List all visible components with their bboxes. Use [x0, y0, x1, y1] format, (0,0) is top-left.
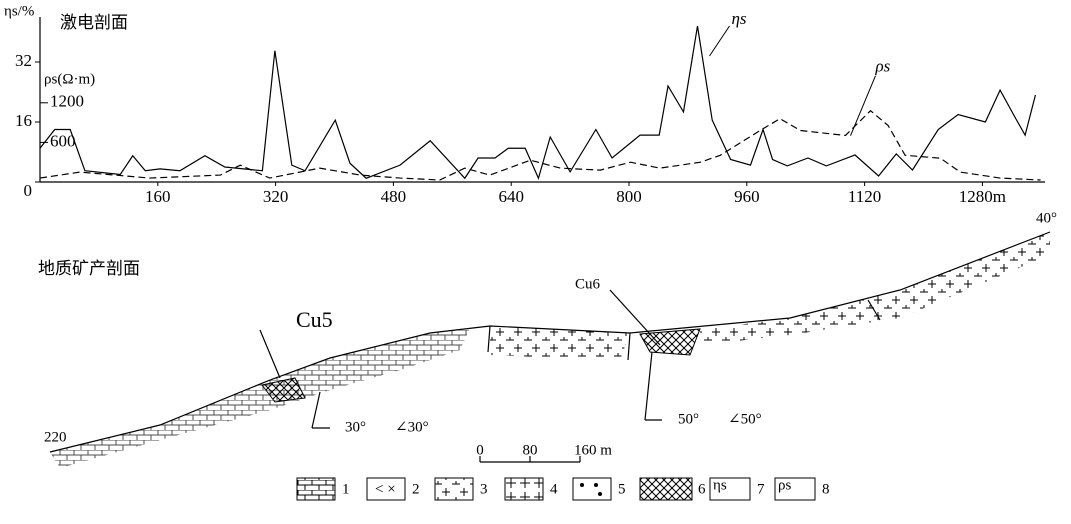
y-tick-label: 16 [15, 111, 32, 130]
geologic-section: 地质矿产剖面 Cu5 Cu6 30° ∠30° 50° ∠50° 220 40°… [38, 210, 1057, 500]
series-label: ηs [731, 9, 746, 28]
scale-label: 160 m [574, 442, 612, 458]
legend: 1 < × 2 3 4 5 6 ηs 7 ρs 8 [297, 477, 830, 500]
dip-label: ∠30° [395, 419, 429, 435]
series-leader [709, 26, 729, 56]
x-tick-label: 800 [616, 187, 642, 206]
y2-tick-label: 1200 [50, 92, 84, 111]
legend-symbol: ηs [713, 477, 727, 493]
scale-label: 0 [476, 442, 484, 458]
x-tick-label: 480 [381, 187, 407, 206]
x-tick-label: 160 [145, 187, 171, 206]
section-title: 地质矿产剖面 [38, 259, 140, 278]
legend-label: 2 [412, 481, 420, 497]
legend-label: 8 [822, 481, 830, 497]
dip-label: ∠50° [728, 411, 762, 427]
x-tick-label: 1120 [848, 187, 881, 206]
scale-label: 80 [523, 442, 538, 458]
x-tick-label: 640 [498, 187, 524, 206]
figure: 激电剖面 ηs/% ρs(Ω·m) 0163260012001603204806… [0, 0, 1071, 524]
ore-label: Cu6 [575, 276, 601, 292]
legend-label: 3 [480, 481, 488, 497]
ore-label: Cu5 [296, 307, 333, 332]
legend-label: 1 [342, 481, 350, 497]
y-tick-label: 0 [24, 181, 33, 200]
end-label: 40° [1036, 210, 1057, 226]
end-label: 220 [44, 429, 67, 445]
x-tick-label: 1280m [959, 187, 1006, 206]
y-tick-label: 32 [15, 51, 32, 70]
y-axis-label: ηs/% [4, 3, 34, 19]
series-leader [851, 76, 876, 136]
legend-symbol: < × [375, 481, 396, 497]
dip-label: 30° [345, 419, 366, 435]
legend-label: 5 [618, 481, 626, 497]
legend-label: 4 [550, 481, 558, 497]
series-label: ρs [875, 57, 891, 76]
x-tick-label: 320 [263, 187, 289, 206]
dip-label: 50° [678, 411, 699, 427]
y2-axis-label: ρs(Ω·m) [44, 71, 95, 87]
chart-title: 激电剖面 [60, 13, 128, 32]
legend-label: 6 [698, 481, 706, 497]
legend-symbol: ρs [778, 477, 791, 493]
x-tick-label: 960 [734, 187, 760, 206]
series-line [40, 26, 1035, 178]
legend-label: 7 [757, 481, 765, 497]
